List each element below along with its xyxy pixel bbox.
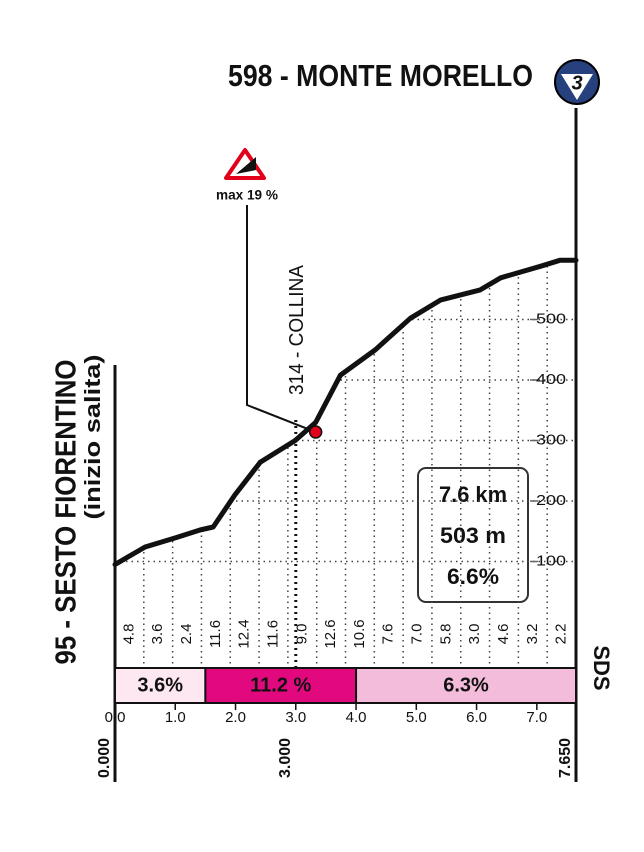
profile-line	[112, 257, 579, 567]
y-tick-label: 400	[536, 371, 566, 388]
x-tick-label: 0.0	[105, 709, 126, 726]
section-gradient: 3.6	[149, 624, 166, 645]
waypoint-dot	[308, 425, 323, 439]
badge-number: 3	[571, 72, 582, 94]
section-gradient: 3.2	[524, 624, 541, 645]
section-gradient: 12.4	[236, 619, 253, 648]
section-gradient: 9.0	[293, 624, 310, 645]
y-tick-label: 500	[536, 310, 566, 327]
section-gradient: 12.6	[322, 619, 339, 648]
badge-triangle	[561, 74, 593, 100]
x-tick-label: 1.0	[165, 709, 186, 726]
gradient-band	[355, 667, 577, 704]
distance-mark: 7.650	[557, 738, 574, 778]
band-label: 6.3%	[443, 674, 489, 696]
section-gradient: 11.6	[264, 620, 281, 648]
chart-title: 598 - MONTE MORELLO	[228, 58, 533, 93]
section-gradient: 2.2	[553, 624, 570, 645]
start-note: (inizio salita)	[80, 355, 105, 520]
section-gradient: 4.8	[120, 624, 137, 645]
x-tick-label: 3.0	[285, 709, 306, 726]
section-gradient: 4.6	[495, 624, 512, 645]
y-tick-label: 100	[536, 552, 566, 569]
gradient-band	[204, 667, 358, 704]
x-tick-label: 2.0	[225, 709, 246, 726]
distance-mark: 3.000	[277, 738, 294, 778]
x-tick-label: 4.0	[346, 709, 367, 726]
x-tick-label: 7.0	[526, 709, 547, 726]
y-tick-label: 300	[536, 431, 566, 448]
watermark: SDS	[589, 645, 614, 690]
warning-sign	[224, 148, 266, 180]
section-gradient: 7.0	[409, 624, 426, 645]
x-tick-label: 5.0	[406, 709, 427, 726]
waypoint-label: 314 - COLLINA	[286, 264, 308, 395]
summary-distance: 7.6 km	[439, 482, 507, 507]
section-gradient: 7.6	[380, 624, 397, 645]
summary-climb: 503 m	[440, 523, 506, 548]
distance-mark: 0.000	[96, 738, 113, 778]
warning-icon	[236, 157, 256, 174]
max-gradient: max 19 %	[216, 187, 279, 203]
section-gradient: 11.6	[207, 620, 224, 648]
y-tick-label: 200	[536, 492, 566, 509]
summary-gradient: 6.6%	[447, 564, 499, 589]
section-gradient: 3.0	[466, 624, 483, 645]
start-label: 95 - SESTO FIORENTINO	[51, 360, 83, 665]
band-label: 3.6%	[137, 674, 183, 696]
section-gradient: 5.8	[437, 624, 454, 645]
section-gradient: 10.6	[351, 619, 368, 648]
x-tick-label: 6.0	[466, 709, 487, 726]
band-label: 11.2 %	[250, 674, 311, 696]
annotation-leader	[246, 205, 317, 433]
section-gradient: 2.4	[178, 624, 195, 645]
